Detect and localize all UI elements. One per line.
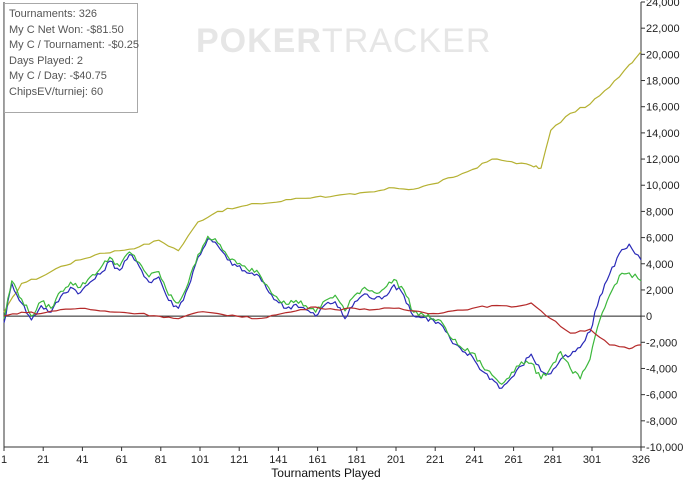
y-tick-label: 10,000 <box>646 180 680 192</box>
x-tick-label: 41 <box>76 454 88 466</box>
x-tick-label: 121 <box>230 454 248 466</box>
x-axis: 1 21 41 61 81 101 121 141 161 181 201 221 241 261 281 3… <box>1 447 650 466</box>
x-tick-label: 326 <box>632 454 650 466</box>
x-tick-label: 61 <box>115 454 127 466</box>
y-tick-label: -2,000 <box>646 337 677 349</box>
y-tick-label: 12,000 <box>646 154 680 166</box>
x-tick-label: 81 <box>155 454 167 466</box>
stat-per-day: My C / Day: -$40.75 <box>9 70 107 82</box>
y-tick-label: 4,000 <box>646 259 674 271</box>
x-tick-label: 201 <box>387 454 405 466</box>
y-tick-label: 14,000 <box>646 128 680 140</box>
y-tick-label: -4,000 <box>646 363 677 375</box>
series-group <box>3 51 642 389</box>
y-tick-label: 2,000 <box>646 285 674 297</box>
x-tick-label: 221 <box>426 454 444 466</box>
x-tick-label: 261 <box>504 454 522 466</box>
y-tick-label: 24,000 <box>646 0 680 9</box>
x-tick-label: 301 <box>583 454 601 466</box>
y-tick-label: 16,000 <box>646 102 680 114</box>
stats-panel: Tournaments: 326 My C Net Won: -$81.50 M… <box>4 3 140 113</box>
watermark-logo: POKERTRACKER <box>196 22 492 60</box>
series-line-3 <box>3 235 642 385</box>
y-tick-label: 0 <box>646 311 652 323</box>
series-line-4 <box>3 302 642 350</box>
x-tick-label: 101 <box>191 454 209 466</box>
y-tick-label: 6,000 <box>646 233 674 245</box>
x-tick-label: 281 <box>544 454 562 466</box>
stat-days-played: Days Played: 2 <box>9 54 83 67</box>
y-tick-label: 22,000 <box>646 23 680 35</box>
stat-tournaments: Tournaments: 326 <box>9 8 98 20</box>
x-tick-label: 1 <box>1 454 7 466</box>
y-tick-label: 18,000 <box>646 76 680 88</box>
x-tick-label: 161 <box>308 454 326 466</box>
y-tick-label: -8,000 <box>646 416 677 428</box>
series-line-1 <box>3 51 642 313</box>
stat-chips-ev: ChipsEV/turniej: 60 <box>9 85 104 98</box>
x-axis-label: Tournaments Played <box>271 466 380 480</box>
x-tick-label: 181 <box>348 454 366 466</box>
x-tick-label: 21 <box>37 454 49 466</box>
stat-net-won: My C Net Won: -$81.50 <box>9 23 124 36</box>
series-line-2 <box>3 238 642 389</box>
y-tick-label: 20,000 <box>646 49 680 61</box>
x-tick-label: 241 <box>465 454 483 466</box>
x-tick-label: 141 <box>269 454 287 466</box>
y-tick-label: -6,000 <box>646 390 677 402</box>
y-axis: -10,000 -8,000 -6,000 -4,000 -2,000 0 2,000 4,0… <box>641 0 683 454</box>
stat-per-tournament: My C / Tournament: -$0.25 <box>9 39 140 51</box>
y-tick-label: -10,000 <box>646 442 683 454</box>
y-tick-label: 8,000 <box>646 206 674 218</box>
